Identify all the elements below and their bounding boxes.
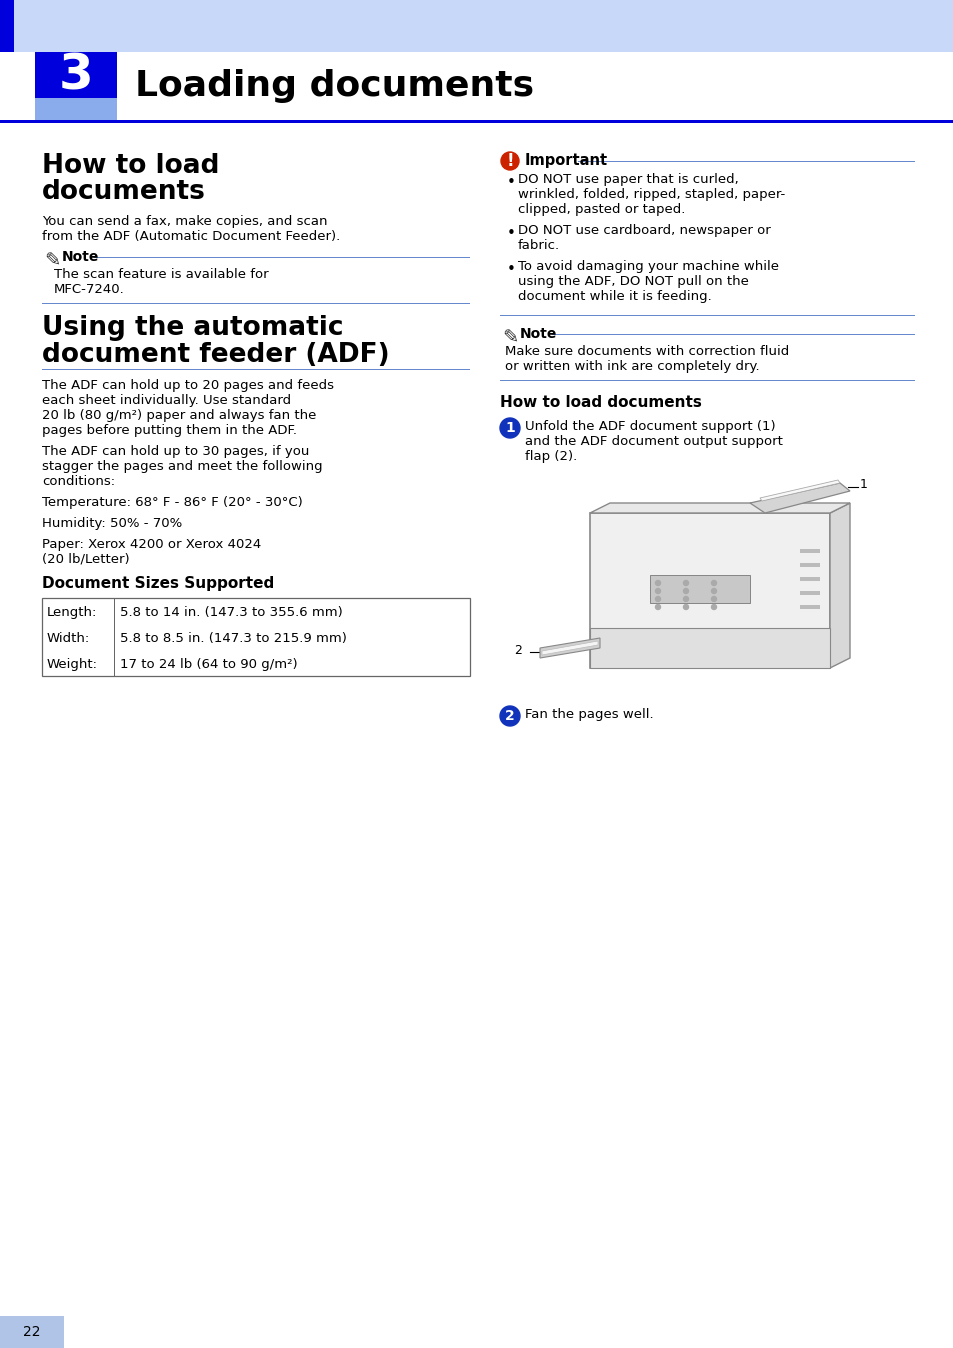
Circle shape [500,152,518,170]
Circle shape [711,597,716,601]
Text: Using the automatic: Using the automatic [42,315,343,341]
Text: 2: 2 [504,709,515,723]
Text: The ADF can hold up to 30 pages, if you: The ADF can hold up to 30 pages, if you [42,445,309,458]
Text: Width:: Width: [47,632,91,644]
Text: Paper: Xerox 4200 or Xerox 4024: Paper: Xerox 4200 or Xerox 4024 [42,538,261,551]
Text: 5.8 to 8.5 in. (147.3 to 215.9 mm): 5.8 to 8.5 in. (147.3 to 215.9 mm) [120,632,347,644]
Bar [800,563,820,568]
Bar [0,0,14,53]
Bar [649,576,749,603]
Polygon shape [760,480,840,501]
Text: Temperature: 68° F - 86° F (20° - 30°C): Temperature: 68° F - 86° F (20° - 30°C) [42,496,302,510]
Bar [35,53,117,120]
Text: 5.8 to 14 in. (147.3 to 355.6 mm): 5.8 to 14 in. (147.3 to 355.6 mm) [120,607,342,619]
Bar [35,53,117,98]
Bar [35,0,117,53]
Polygon shape [541,642,598,655]
Bar [0,1316,64,1348]
Circle shape [499,418,519,438]
Text: document while it is feeding.: document while it is feeding. [517,290,711,303]
Text: from the ADF (Automatic Document Feeder).: from the ADF (Automatic Document Feeder)… [42,231,340,243]
Text: Weight:: Weight: [47,658,98,671]
Text: Make sure documents with correction fluid: Make sure documents with correction flui… [504,345,788,359]
Text: Document Sizes Supported: Document Sizes Supported [42,576,274,590]
Circle shape [711,589,716,593]
Text: each sheet individually. Use standard: each sheet individually. Use standard [42,394,291,407]
Text: document feeder (ADF): document feeder (ADF) [42,342,389,368]
Text: 22: 22 [23,1325,41,1339]
Circle shape [655,597,659,601]
Bar [42,599,470,675]
Circle shape [682,589,688,593]
Text: !: ! [506,152,514,170]
Text: 20 lb (80 g/m²) paper and always fan the: 20 lb (80 g/m²) paper and always fan the [42,408,316,422]
Text: wrinkled, folded, ripped, stapled, paper-: wrinkled, folded, ripped, stapled, paper… [517,187,784,201]
Text: or written with ink are completely dry.: or written with ink are completely dry. [504,360,759,373]
Text: Length:: Length: [47,607,97,619]
Bar [0,120,953,123]
Circle shape [499,706,519,727]
Polygon shape [829,503,849,669]
Text: Humidity: 50% - 70%: Humidity: 50% - 70% [42,518,182,530]
Text: DO NOT use paper that is curled,: DO NOT use paper that is curled, [517,173,738,186]
Text: Important: Important [524,154,607,168]
Text: using the ADF, DO NOT pull on the: using the ADF, DO NOT pull on the [517,275,748,288]
Bar [800,590,820,594]
Bar [530,473,869,693]
Text: The scan feature is available for: The scan feature is available for [54,268,269,280]
Text: flap (2).: flap (2). [524,450,577,462]
Circle shape [655,589,659,593]
Text: 1: 1 [504,421,515,435]
Bar [589,514,829,669]
Text: fabric.: fabric. [517,239,559,252]
Text: DO NOT use cardboard, newspaper or: DO NOT use cardboard, newspaper or [517,224,770,237]
Polygon shape [589,503,849,514]
Circle shape [682,581,688,585]
Text: ✎: ✎ [501,329,517,348]
Polygon shape [539,638,599,658]
Text: 2: 2 [514,643,521,656]
Text: To avoid damaging your machine while: To avoid damaging your machine while [517,260,779,274]
Text: How to load documents: How to load documents [499,395,701,410]
Text: You can send a fax, make copies, and scan: You can send a fax, make copies, and sca… [42,214,327,228]
Text: clipped, pasted or taped.: clipped, pasted or taped. [517,204,684,216]
Text: Unfold the ADF document support (1): Unfold the ADF document support (1) [524,421,775,433]
Text: 17 to 24 lb (64 to 90 g/m²): 17 to 24 lb (64 to 90 g/m²) [120,658,297,671]
Text: Note: Note [519,328,557,341]
Text: •: • [506,226,516,241]
Text: and the ADF document output support: and the ADF document output support [524,435,782,448]
Circle shape [655,604,659,609]
Text: ✎: ✎ [44,252,60,271]
Circle shape [655,581,659,585]
Text: MFC-7240.: MFC-7240. [54,283,125,297]
Bar [0,0,953,53]
Text: 1: 1 [859,479,867,492]
Text: Note: Note [62,249,99,264]
Text: •: • [506,175,516,190]
Text: Loading documents: Loading documents [135,69,534,102]
Text: How to load: How to load [42,154,219,179]
Bar [800,605,820,609]
Text: 3: 3 [58,53,93,100]
Text: Fan the pages well.: Fan the pages well. [524,708,653,721]
Text: (20 lb/Letter): (20 lb/Letter) [42,553,130,566]
Bar [589,628,829,669]
Circle shape [682,597,688,601]
Text: pages before putting them in the ADF.: pages before putting them in the ADF. [42,425,296,437]
Text: •: • [506,262,516,276]
Bar [800,549,820,553]
Text: stagger the pages and meet the following: stagger the pages and meet the following [42,460,322,473]
Text: conditions:: conditions: [42,474,115,488]
Circle shape [711,581,716,585]
Bar [800,577,820,581]
Text: documents: documents [42,179,206,205]
Circle shape [682,604,688,609]
Circle shape [711,604,716,609]
Polygon shape [749,483,849,514]
Text: The ADF can hold up to 20 pages and feeds: The ADF can hold up to 20 pages and feed… [42,379,334,392]
